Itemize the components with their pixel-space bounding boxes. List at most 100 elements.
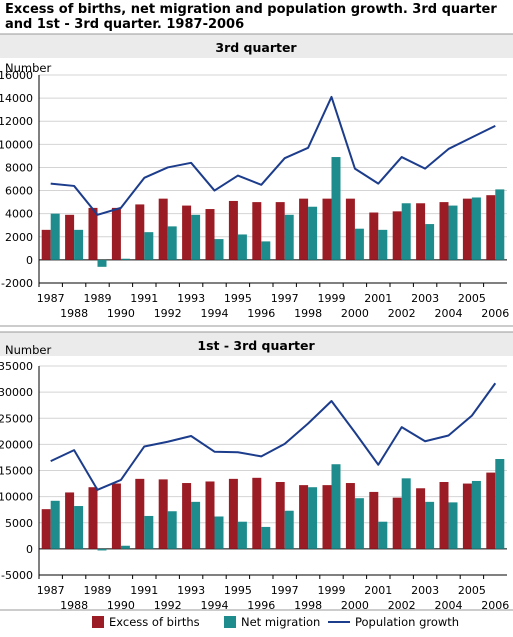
bar-net-migration-1995	[237, 521, 247, 549]
bar-net-migration-1995	[237, 234, 247, 260]
x-tick-label: 1995	[224, 292, 252, 305]
x-tick-label: 2005	[458, 292, 486, 305]
bar-net-migration-1991	[144, 232, 154, 260]
bar-net-migration-2004	[448, 205, 458, 260]
bar-excess-of-births-2006	[486, 472, 496, 549]
bar-excess-of-births-2005	[462, 483, 472, 549]
bar-net-migration-1989	[97, 259, 107, 267]
y-tick-label: 2000	[5, 231, 33, 244]
bar-excess-of-births-1993	[182, 205, 192, 260]
x-tick-label: 1999	[318, 584, 346, 597]
bar-excess-of-births-1987	[41, 229, 51, 260]
x-tick-label: 1996	[247, 307, 275, 320]
bar-excess-of-births-1996	[252, 477, 262, 549]
x-tick-label: 2005	[458, 584, 486, 597]
y-tick-label: 6000	[5, 185, 33, 198]
x-tick-label: 1995	[224, 584, 252, 597]
x-tick-label: 1991	[130, 584, 158, 597]
y-tick-label: 0	[26, 254, 33, 267]
x-tick-label: 1990	[107, 599, 135, 612]
x-tick-label: 2004	[435, 307, 463, 320]
y-tick-label: 20000	[0, 438, 33, 451]
population-growth-line	[50, 95, 496, 216]
bar-excess-of-births-1994	[205, 481, 215, 549]
x-tick-label: 1997	[271, 584, 299, 597]
bar-net-migration-1998	[308, 206, 318, 260]
y-tick-label: 5000	[5, 517, 33, 530]
bar-excess-of-births-1997	[275, 481, 285, 549]
y-tick-label: 14000	[0, 92, 33, 105]
bar-net-migration-1998	[308, 487, 318, 549]
panel-header	[0, 332, 513, 356]
chart-panel-2: 1st - 3rd quarter Number 35000 30000 25000 20…	[0, 331, 513, 612]
bar-excess-of-births-1998	[299, 485, 309, 549]
bar-net-migration-2005	[471, 197, 481, 260]
y-tick-label: 35000	[0, 360, 33, 373]
bar-net-migration-2006	[495, 189, 505, 260]
y-tick-label: 10000	[0, 138, 33, 151]
bar-net-migration-1994	[214, 239, 224, 260]
bar-net-migration-1990	[120, 545, 130, 549]
legend-label-growth: Population growth	[355, 615, 460, 629]
x-tick-label: 1993	[177, 292, 205, 305]
x-tick-label: 2000	[341, 307, 369, 320]
panel-title: 3rd quarter	[215, 40, 297, 55]
y-tick-label: 25000	[0, 412, 33, 425]
bar-net-migration-1996	[261, 526, 271, 549]
x-tick-label: 1991	[130, 292, 158, 305]
x-tick-label: 1992	[154, 307, 182, 320]
bar-excess-of-births-2006	[486, 195, 496, 260]
x-tick-label: 2000	[341, 599, 369, 612]
x-tick-label: 1988	[60, 599, 88, 612]
x-tick-label: 2002	[388, 307, 416, 320]
bar-excess-of-births-1994	[205, 209, 215, 260]
bar-excess-of-births-1999	[322, 198, 332, 260]
y-tick-label: -5000	[1, 569, 33, 582]
bar-net-migration-2003	[425, 224, 435, 260]
bar-excess-of-births-2003	[416, 488, 426, 549]
bar-net-migration-1990	[120, 258, 130, 260]
bar-excess-of-births-1997	[275, 202, 285, 260]
bar-net-migration-2004	[448, 502, 458, 549]
x-tick-label: 1998	[294, 599, 322, 612]
bar-excess-of-births-1998	[299, 198, 309, 260]
bar-net-migration-2000	[354, 498, 364, 549]
y-tick-label: 15000	[0, 465, 33, 478]
bar-net-migration-1987	[50, 500, 60, 549]
bar-excess-of-births-1989	[88, 487, 98, 549]
bar-excess-of-births-1995	[228, 200, 238, 260]
x-tick-label: 2006	[481, 599, 509, 612]
bar-excess-of-births-2003	[416, 203, 426, 260]
bar-net-migration-1999	[331, 464, 341, 549]
bar-excess-of-births-1993	[182, 483, 192, 549]
legend-label-migration: Net migration	[241, 615, 321, 629]
bar-net-migration-1991	[144, 515, 154, 549]
bar-net-migration-1988	[74, 229, 84, 260]
legend-swatch-growth	[328, 621, 350, 623]
x-tick-label: 2002	[388, 599, 416, 612]
bar-net-migration-2001	[378, 229, 388, 260]
bar-net-migration-1987	[50, 213, 60, 260]
x-tick-label: 1992	[154, 599, 182, 612]
bar-net-migration-1997	[284, 214, 294, 260]
bar-excess-of-births-1991	[135, 204, 145, 260]
bar-net-migration-2005	[471, 480, 481, 549]
bar-excess-of-births-2002	[392, 497, 402, 549]
y-tick-label: 0	[26, 543, 33, 556]
x-tick-label: 1994	[201, 599, 229, 612]
bar-net-migration-1989	[97, 548, 107, 551]
bar-net-migration-1993	[191, 214, 201, 260]
bar-net-migration-2006	[495, 459, 505, 549]
x-tick-label: 2001	[364, 584, 392, 597]
bar-net-migration-2003	[425, 501, 435, 549]
legend-swatch-births	[92, 616, 104, 628]
y-tick-label: 4000	[5, 208, 33, 221]
population-growth-line	[50, 382, 497, 491]
bar-excess-of-births-2005	[462, 198, 472, 260]
x-tick-label: 1994	[201, 307, 229, 320]
y-axis-unit-label: Number	[5, 61, 51, 75]
x-tick-label: 1997	[271, 292, 299, 305]
bar-excess-of-births-1988	[65, 492, 75, 549]
bar-excess-of-births-1990	[111, 207, 121, 260]
